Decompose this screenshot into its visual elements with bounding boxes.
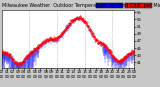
Text: Milwaukee Weather  Outdoor Temperature  vs Wind Chill  per Minute  (24 Hours): Milwaukee Weather Outdoor Temperature vs… <box>2 3 160 8</box>
